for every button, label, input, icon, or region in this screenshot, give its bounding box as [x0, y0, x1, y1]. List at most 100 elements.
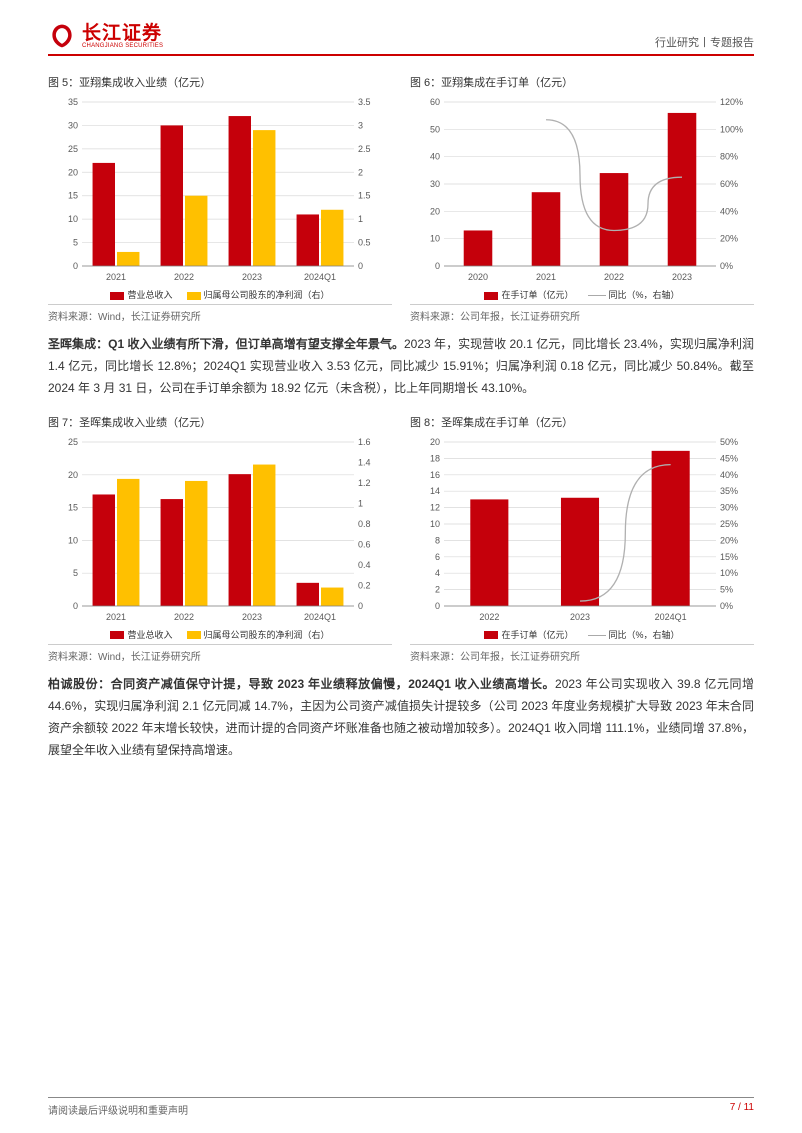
legend-label: 归属母公司股东的净利润（右） [204, 630, 330, 640]
svg-text:0.6: 0.6 [358, 539, 371, 549]
svg-text:1.6: 1.6 [358, 437, 371, 447]
legend-label: 在手订单（亿元） [501, 290, 573, 300]
legend-label: 在手订单（亿元） [501, 630, 573, 640]
svg-text:20: 20 [68, 167, 78, 177]
svg-text:0: 0 [435, 601, 440, 611]
svg-text:16: 16 [430, 469, 440, 479]
chart-5-source: 资料来源：Wind，长江证券研究所 [48, 304, 392, 323]
paragraph-2: 柏诚股份：合同资产减值保守计提，导致 2023 年业绩释放偏慢，2024Q1 收… [48, 673, 754, 762]
svg-text:0.2: 0.2 [358, 580, 371, 590]
legend-label: 营业总收入 [127, 290, 172, 300]
svg-text:60: 60 [430, 97, 440, 107]
chart-5-svg: 0510152025303500.511.522.533.52021202220… [48, 96, 392, 286]
chart-8-title: 图 8：圣晖集成在手订单（亿元） [410, 414, 754, 430]
chart-6: 图 6：亚翔集成在手订单（亿元） 01020304050600%20%40%60… [410, 74, 754, 323]
svg-text:20%: 20% [720, 535, 738, 545]
logo-en: CHANGJIANG SECURITIES [82, 43, 163, 49]
chart-8-svg: 024681012141618200%5%10%15%20%25%30%35%4… [410, 436, 754, 626]
svg-text:10: 10 [68, 214, 78, 224]
svg-text:2022: 2022 [174, 272, 194, 282]
legend-swatch-orange [187, 292, 201, 300]
svg-text:15: 15 [68, 191, 78, 201]
svg-text:35%: 35% [720, 486, 738, 496]
legend-label: 营业总收入 [127, 630, 172, 640]
legend-label: 同比（%，右轴） [609, 630, 680, 640]
chart-7-source: 资料来源：Wind，长江证券研究所 [48, 644, 392, 663]
svg-text:20%: 20% [720, 234, 738, 244]
svg-text:1: 1 [358, 498, 363, 508]
legend-swatch-red [110, 631, 124, 639]
svg-text:2020: 2020 [468, 272, 488, 282]
para1-bold: 圣晖集成：Q1 收入业绩有所下滑，但订单高增有望支撑全年景气。 [48, 337, 404, 351]
svg-text:4: 4 [435, 568, 440, 578]
svg-text:5%: 5% [720, 584, 733, 594]
charts-row-2: 图 7：圣晖集成收入业绩（亿元） 051015202500.20.40.60.8… [48, 414, 754, 663]
chart-7-svg: 051015202500.20.40.60.811.21.41.62021202… [48, 436, 392, 626]
svg-text:2022: 2022 [479, 612, 499, 622]
svg-text:8: 8 [435, 535, 440, 545]
svg-text:1: 1 [358, 214, 363, 224]
svg-text:50: 50 [430, 124, 440, 134]
svg-text:100%: 100% [720, 124, 743, 134]
chart-8: 图 8：圣晖集成在手订单（亿元） 024681012141618200%5%10… [410, 414, 754, 663]
svg-text:25%: 25% [720, 519, 738, 529]
svg-text:2023: 2023 [242, 612, 262, 622]
svg-text:2021: 2021 [106, 612, 126, 622]
svg-text:40: 40 [430, 152, 440, 162]
svg-text:2.5: 2.5 [358, 144, 371, 154]
svg-text:2023: 2023 [570, 612, 590, 622]
svg-text:12: 12 [430, 502, 440, 512]
logo-cn: 长江证券 [82, 24, 163, 43]
legend-line-gray [588, 295, 606, 296]
svg-text:0.5: 0.5 [358, 238, 371, 248]
svg-text:2024Q1: 2024Q1 [304, 272, 336, 282]
chart-7-legend: 营业总收入 归属母公司股东的净利润（右） [48, 628, 392, 641]
legend-swatch-red [484, 631, 498, 639]
svg-text:120%: 120% [720, 97, 743, 107]
svg-text:20: 20 [68, 469, 78, 479]
legend-swatch-orange [187, 631, 201, 639]
svg-text:5: 5 [73, 238, 78, 248]
document-type: 行业研究丨专题报告 [655, 34, 754, 50]
svg-text:0: 0 [73, 261, 78, 271]
chart-8-source: 资料来源：公司年报，长江证券研究所 [410, 644, 754, 663]
page-header: 长江证券 CHANGJIANG SECURITIES 行业研究丨专题报告 [48, 22, 754, 56]
svg-text:20: 20 [430, 437, 440, 447]
svg-text:10: 10 [430, 519, 440, 529]
svg-text:14: 14 [430, 486, 440, 496]
svg-text:50%: 50% [720, 437, 738, 447]
legend-label: 同比（%，右轴） [609, 290, 680, 300]
page-number: 7 / 11 [730, 1102, 754, 1117]
svg-text:60%: 60% [720, 179, 738, 189]
svg-text:2: 2 [358, 167, 363, 177]
svg-text:2: 2 [435, 584, 440, 594]
svg-text:2024Q1: 2024Q1 [304, 612, 336, 622]
svg-text:2021: 2021 [106, 272, 126, 282]
chart-5: 图 5：亚翔集成收入业绩（亿元） 0510152025303500.511.52… [48, 74, 392, 323]
legend-swatch-red [110, 292, 124, 300]
paragraph-1: 圣晖集成：Q1 收入业绩有所下滑，但订单高增有望支撑全年景气。2023 年，实现… [48, 333, 754, 400]
para2-bold: 柏诚股份：合同资产减值保守计提，导致 2023 年业绩释放偏慢，2024Q1 收… [48, 677, 555, 691]
chart-6-svg: 01020304050600%20%40%60%80%100%120%20202… [410, 96, 754, 286]
chart-6-title: 图 6：亚翔集成在手订单（亿元） [410, 74, 754, 90]
svg-text:1.4: 1.4 [358, 457, 371, 467]
svg-text:0.4: 0.4 [358, 560, 371, 570]
svg-text:2022: 2022 [174, 612, 194, 622]
svg-text:5: 5 [73, 568, 78, 578]
chart-8-legend: 在手订单（亿元） 同比（%，右轴） [410, 628, 754, 641]
chart-5-legend: 营业总收入 归属母公司股东的净利润（右） [48, 288, 392, 301]
svg-text:0: 0 [358, 601, 363, 611]
svg-text:80%: 80% [720, 152, 738, 162]
svg-text:1.5: 1.5 [358, 191, 371, 201]
chart-6-source: 资料来源：公司年报，长江证券研究所 [410, 304, 754, 323]
svg-text:10: 10 [68, 535, 78, 545]
charts-row-1: 图 5：亚翔集成收入业绩（亿元） 0510152025303500.511.52… [48, 74, 754, 323]
svg-text:6: 6 [435, 551, 440, 561]
svg-text:1.2: 1.2 [358, 478, 371, 488]
svg-text:15%: 15% [720, 551, 738, 561]
svg-text:18: 18 [430, 453, 440, 463]
chart-5-title: 图 5：亚翔集成收入业绩（亿元） [48, 74, 392, 90]
svg-text:0.8: 0.8 [358, 519, 371, 529]
svg-text:0: 0 [435, 261, 440, 271]
svg-text:0%: 0% [720, 261, 733, 271]
